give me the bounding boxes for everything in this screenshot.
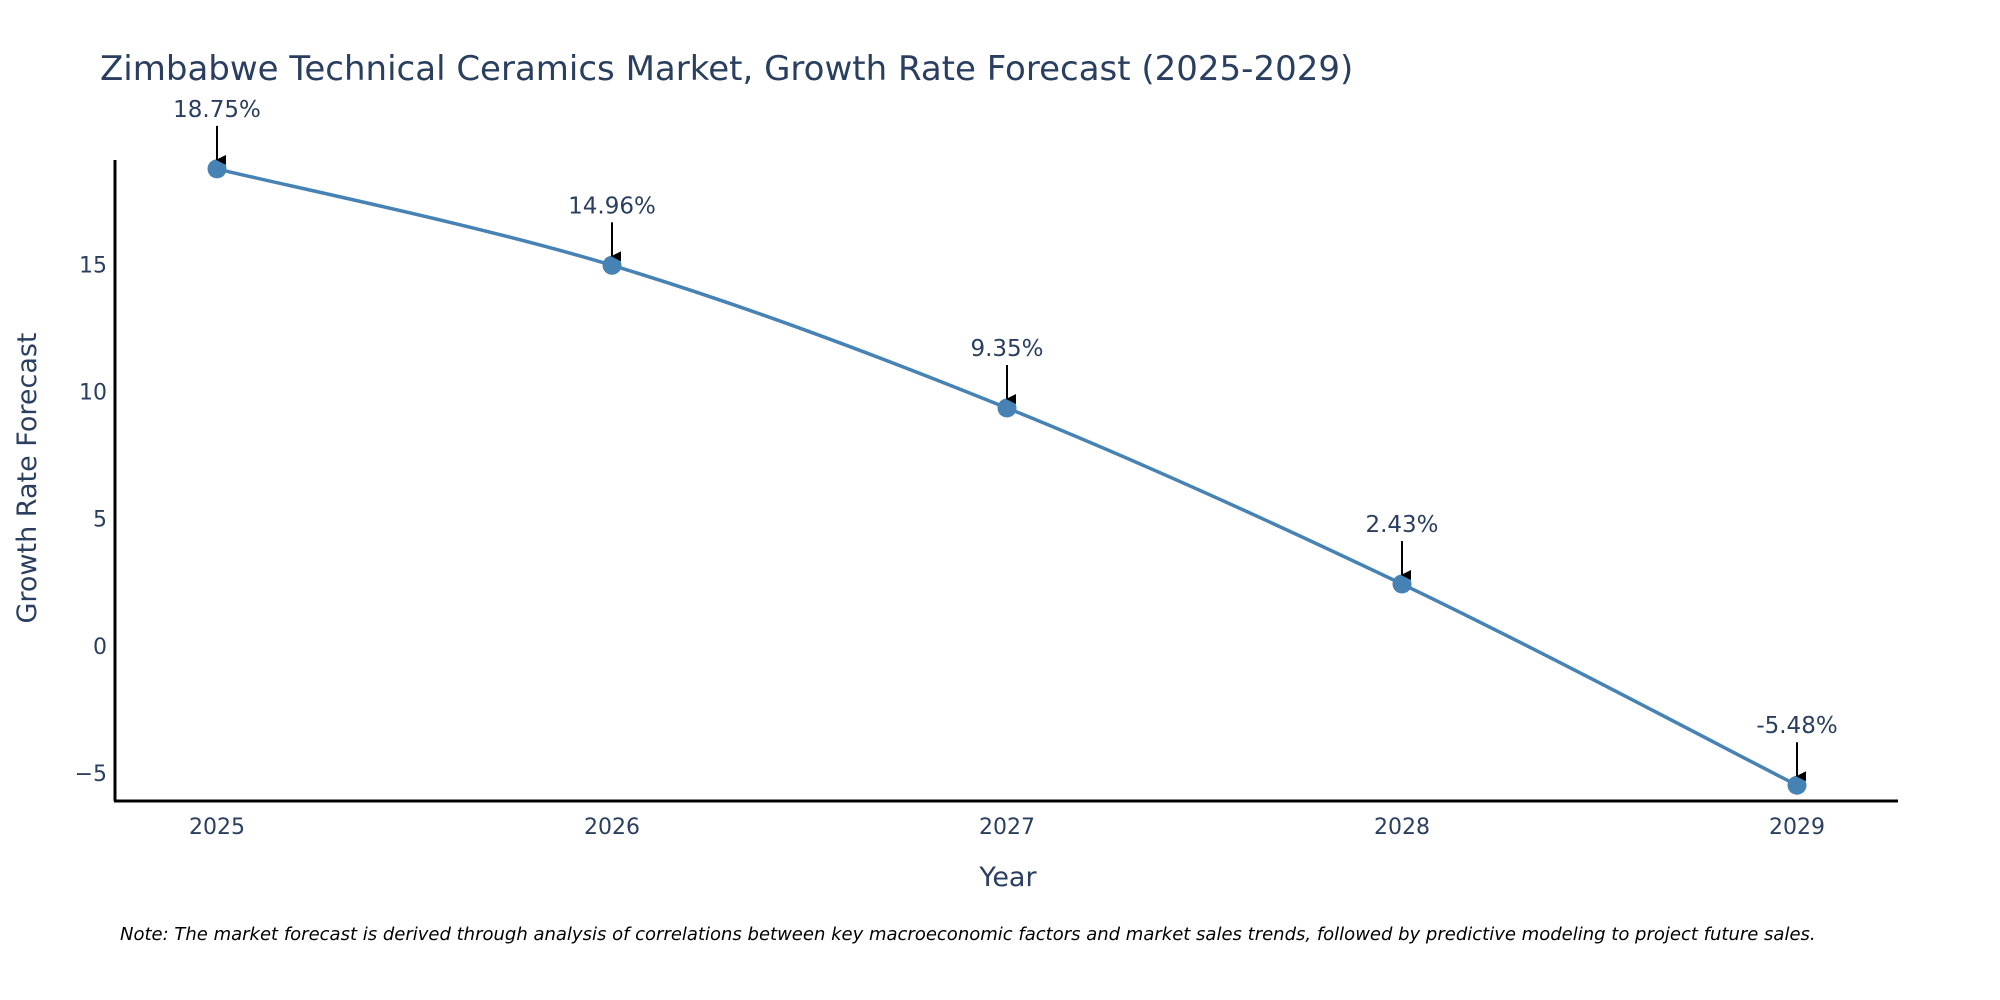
x-tick-label: 2029 bbox=[1769, 815, 1825, 840]
data-point bbox=[1787, 775, 1807, 795]
x-tick-label: 2025 bbox=[189, 815, 245, 840]
x-tick-label: 2027 bbox=[979, 815, 1035, 840]
x-axis-title: Year bbox=[978, 862, 1037, 893]
data-label: 9.35% bbox=[970, 336, 1043, 362]
footnote: Note: The market forecast is derived thr… bbox=[120, 924, 1816, 945]
y-tick-label: 15 bbox=[79, 253, 107, 278]
series-growth-rate bbox=[207, 159, 1807, 795]
data-label: 18.75% bbox=[173, 97, 261, 123]
y-axis: −5 0 5 10 15 bbox=[75, 160, 117, 801]
data-label: -5.48% bbox=[1756, 713, 1837, 739]
y-axis-title: Growth Rate Forecast bbox=[12, 332, 43, 623]
chart-title: Zimbabwe Technical Ceramics Market, Grow… bbox=[100, 49, 1353, 89]
data-point bbox=[207, 159, 227, 179]
x-axis: 2025 2026 2027 2028 2029 bbox=[114, 799, 1898, 840]
data-label: 2.43% bbox=[1365, 512, 1438, 538]
y-tick-label: −5 bbox=[75, 762, 107, 787]
y-tick-label: 5 bbox=[93, 508, 107, 533]
data-label: 14.96% bbox=[568, 193, 656, 219]
data-point bbox=[997, 398, 1017, 418]
y-tick-label: 0 bbox=[93, 635, 107, 660]
data-point bbox=[602, 255, 622, 275]
data-point bbox=[1392, 574, 1412, 594]
series-line bbox=[216, 167, 1798, 787]
x-tick-label: 2026 bbox=[584, 815, 640, 840]
y-tick-label: 10 bbox=[79, 380, 107, 405]
x-tick-label: 2028 bbox=[1374, 815, 1430, 840]
data-labels: 18.75% 14.96% 9.35% 2.43% -5.48% bbox=[173, 97, 1838, 782]
